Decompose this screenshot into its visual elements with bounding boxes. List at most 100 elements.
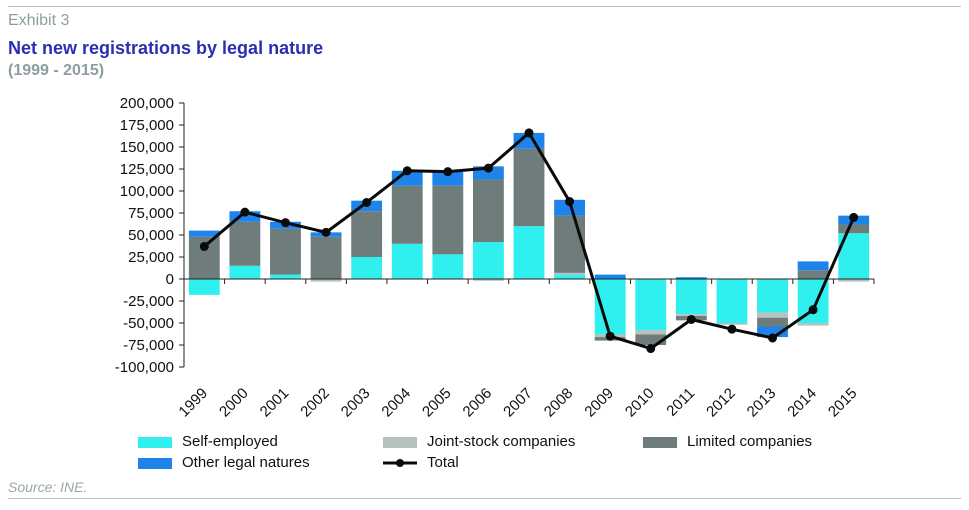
x-tick-label: 2000 (216, 385, 252, 421)
y-tick-label: -100,000 (115, 359, 174, 376)
bar-self-employed-2003 (351, 257, 383, 279)
total-point-2014 (808, 305, 818, 315)
x-tick-label: 2002 (297, 385, 333, 421)
y-tick-label: 150,000 (120, 139, 174, 156)
x-tick-label: 2009 (581, 385, 617, 421)
y-tick-label: 100,000 (120, 183, 174, 200)
bar-limited-2004 (391, 185, 423, 244)
bar-other-2008 (554, 199, 586, 216)
bar-joint-stock-2006 (472, 279, 504, 281)
total-point-2002 (321, 227, 331, 237)
total-point-2005 (443, 167, 453, 177)
total-point-2003 (362, 197, 372, 207)
bar-other-2004 (391, 170, 423, 186)
bar-limited-2000 (229, 221, 261, 266)
bar-self-employed-2011 (675, 279, 707, 315)
y-tick-label: 25,000 (128, 249, 174, 266)
x-tick-label: 2008 (541, 385, 577, 421)
bar-self-employed-2013 (757, 279, 788, 313)
bar-joint-stock-2015 (838, 279, 870, 282)
legend-swatch-limited (643, 437, 677, 448)
legend-swatch-self-employed (138, 437, 172, 448)
bar-other-2005 (432, 171, 464, 186)
legend-swatch-joint-stock (383, 437, 417, 448)
bar-joint-stock-2002 (310, 279, 342, 282)
total-point-2000 (240, 207, 250, 217)
total-point-2007 (524, 128, 534, 138)
y-tick-label: 175,000 (120, 117, 174, 134)
source-note: Source: INE. (8, 479, 88, 495)
bar-limited-2002 (310, 236, 342, 279)
y-tick-label: -50,000 (123, 315, 174, 332)
y-tick-label: 125,000 (120, 161, 174, 178)
legend-label-other: Other legal natures (182, 454, 310, 471)
y-tick-label: -25,000 (123, 293, 174, 310)
total-point-2006 (483, 163, 493, 173)
bar-other-2013 (757, 326, 788, 338)
bottom-rule (8, 498, 961, 499)
legend-label-total: Total (427, 454, 459, 471)
bar-self-employed-2006 (472, 242, 504, 279)
bar-other-2014 (797, 261, 829, 271)
chart-svg: 200,000 175,000 150,000 125,000 100,000 75,00… (115, 95, 875, 421)
bar-self-employed-2001 (270, 274, 301, 279)
bar-limited-2007 (513, 148, 545, 227)
bar-self-employed-2000 (229, 265, 261, 279)
chart-subtitle: (1999 - 2015) (8, 62, 105, 79)
bar-self-employed-2008 (554, 274, 586, 279)
y-tick-label: 200,000 (120, 95, 174, 112)
x-tick-label: 2007 (500, 385, 536, 421)
bar-other-2011 (675, 277, 707, 279)
total-point-2001 (280, 218, 290, 228)
x-tick-label: 2015 (825, 385, 861, 421)
x-tick-label: 2003 (338, 385, 374, 421)
bar-other-2009 (594, 274, 626, 279)
bar-self-employed-1999 (188, 279, 220, 295)
bar-limited-2006 (472, 179, 504, 243)
x-tick-label: 2011 (663, 385, 698, 420)
chart-title: Net new registrations by legal nature (8, 38, 324, 58)
total-point-2015 (849, 212, 859, 222)
total-point-2008 (565, 197, 575, 207)
bar-joint-stock-2014 (797, 323, 829, 326)
y-tick-label: 75,000 (128, 205, 174, 222)
bar-limited-2005 (432, 185, 464, 255)
x-tick-label: 2014 (784, 385, 820, 421)
legend-line-total (383, 459, 417, 467)
top-rule (8, 6, 961, 7)
y-tick-label: 50,000 (128, 227, 174, 244)
x-tick-label: 2004 (378, 385, 414, 421)
bar-self-employed-2009 (594, 279, 626, 335)
bar-joint-stock-2010 (635, 330, 667, 335)
bar-self-employed-2007 (513, 226, 545, 279)
x-tick-label: 2012 (703, 385, 739, 421)
bar-self-employed-2010 (635, 279, 667, 331)
bar-other-1999 (188, 230, 220, 237)
exhibit-label: Exhibit 3 (8, 12, 70, 29)
total-point-2013 (768, 333, 778, 343)
legend-label-self-employed: Self-employed (182, 433, 278, 450)
x-tick-label: 2010 (622, 385, 658, 421)
bar-self-employed-2005 (432, 254, 464, 279)
bar-limited-2003 (351, 211, 383, 257)
total-point-2011 (686, 314, 696, 324)
x-tick-label: 2006 (460, 385, 496, 421)
legend-swatch-other (138, 458, 172, 469)
x-tick-label: 2001 (257, 385, 293, 421)
bar-joint-stock-2012 (716, 323, 748, 325)
total-point-2010 (646, 344, 656, 354)
bar-self-employed-2004 (391, 243, 423, 279)
legend-label-limited: Limited companies (687, 433, 813, 450)
x-tick-label: 2005 (419, 385, 455, 421)
bar-limited-2008 (554, 215, 586, 273)
bar-joint-stock-2008 (554, 272, 586, 275)
bar-limited-2013 (757, 317, 788, 327)
bar-limited-2010 (635, 334, 667, 345)
y-tick-label: -75,000 (123, 337, 174, 354)
bar-joint-stock-2013 (757, 312, 788, 318)
x-tick-label: 1999 (176, 385, 212, 421)
y-tick-label: 0 (166, 271, 174, 288)
bar-self-employed-2012 (716, 279, 748, 323)
bar-limited-2015 (838, 224, 870, 234)
total-point-1999 (199, 241, 209, 251)
